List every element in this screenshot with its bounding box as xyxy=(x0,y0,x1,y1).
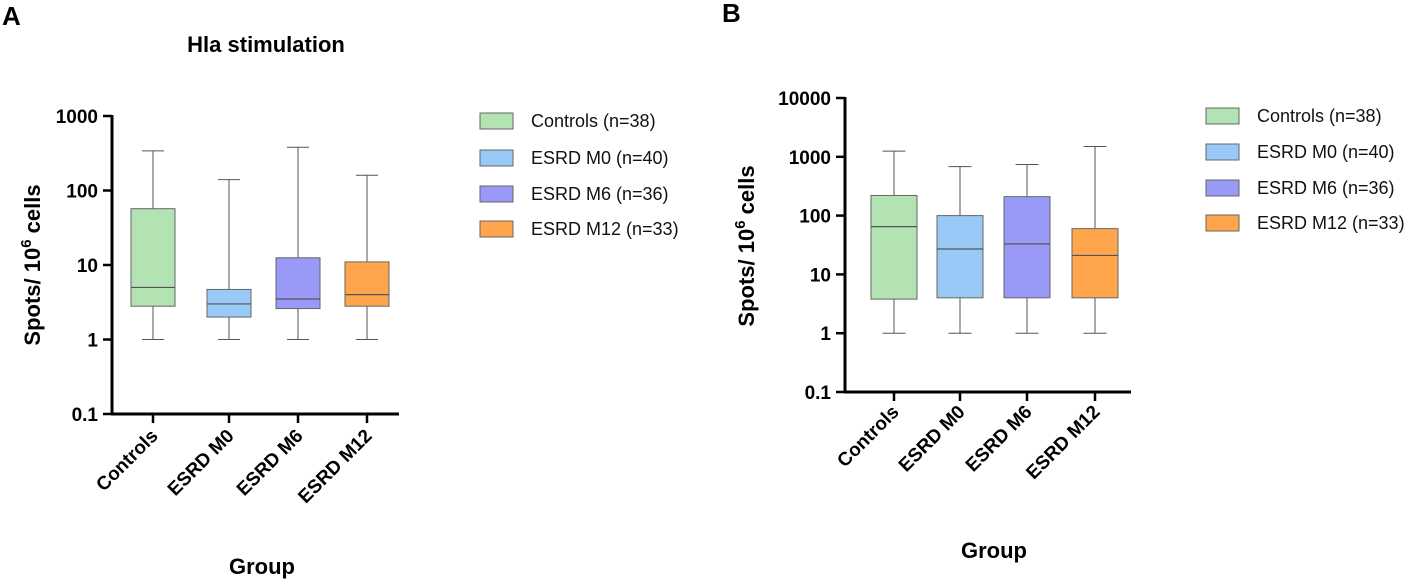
panel-b-label: B xyxy=(722,0,741,28)
panel-a-box xyxy=(206,288,252,318)
panel-a-category-label: ESRD M12 xyxy=(294,426,376,508)
panel-a-box xyxy=(275,257,321,310)
panel-b-category-label: Controls xyxy=(833,402,903,472)
panel-b-legend-swatch xyxy=(1205,143,1240,161)
panel-a-legend-label: ESRD M12 (n=33) xyxy=(531,219,679,239)
panel-b-legend-swatch xyxy=(1205,107,1240,125)
panel-a-label: A xyxy=(2,1,21,31)
panel-a-legend-swatch xyxy=(479,185,514,203)
panel-a-ytick-label: 0.1 xyxy=(72,405,99,426)
panel-a-ytick-label: 10 xyxy=(77,256,98,277)
panel-a-box xyxy=(344,261,390,307)
panel-a-category-label: Controls xyxy=(92,426,162,496)
panel-a-legend-swatch xyxy=(479,112,514,130)
panel-b-legend-label: ESRD M6 (n=36) xyxy=(1257,178,1395,198)
panel-a-category-label: ESRD M0 xyxy=(164,426,239,501)
panel-b-ytick-label: 10 xyxy=(810,265,831,286)
panel-a-category-label: ESRD M6 xyxy=(233,426,308,501)
panel-b-category-label: ESRD M0 xyxy=(895,402,970,477)
panel-a-ytick-label: 1000 xyxy=(56,107,98,128)
panel-b-box xyxy=(870,194,918,300)
panel-b-ytick-label: 100 xyxy=(799,207,831,228)
panel-a-ytick-label: 100 xyxy=(66,182,98,203)
panel-b-legend-label: ESRD M0 (n=40) xyxy=(1257,142,1395,162)
panel-b-category-label: ESRD M12 xyxy=(1022,402,1104,484)
panel-b-ylabel: Spots/ 106 cells xyxy=(732,165,759,326)
panel-a-legend-label: ESRD M0 (n=40) xyxy=(531,148,669,168)
panel-a-box xyxy=(130,208,176,307)
panel-b-legend-label: ESRD M12 (n=33) xyxy=(1257,213,1405,233)
panel-b-ytick-label: 0.1 xyxy=(805,383,832,404)
panel-a-legend-label: Controls (n=38) xyxy=(531,111,656,131)
panel-b-ytick-label: 10000 xyxy=(778,89,831,110)
panel-b-legend-label: Controls (n=38) xyxy=(1257,106,1382,126)
panel-b-box xyxy=(1003,196,1051,299)
panel-b-ytick-label: 1 xyxy=(820,324,831,345)
panel-b-legend-swatch xyxy=(1205,214,1240,232)
panel-a-title: Hla stimulation xyxy=(187,32,345,57)
panel-b-box xyxy=(936,215,984,299)
panel-b-legend-swatch xyxy=(1205,179,1240,197)
panel-b-xlabel: Group xyxy=(961,538,1027,563)
panel-b-box xyxy=(1071,228,1119,299)
panel-b-ytick-label: 1000 xyxy=(789,148,831,169)
panel-a-legend-label: ESRD M6 (n=36) xyxy=(531,184,669,204)
panel-a-xlabel: Group xyxy=(229,554,295,579)
panel-a-legend-swatch xyxy=(479,220,514,238)
panel-a-legend-swatch xyxy=(479,149,514,167)
panel-a-ytick-label: 1 xyxy=(87,331,98,352)
panel-a-ylabel: Spots/ 106 cells xyxy=(18,184,45,345)
